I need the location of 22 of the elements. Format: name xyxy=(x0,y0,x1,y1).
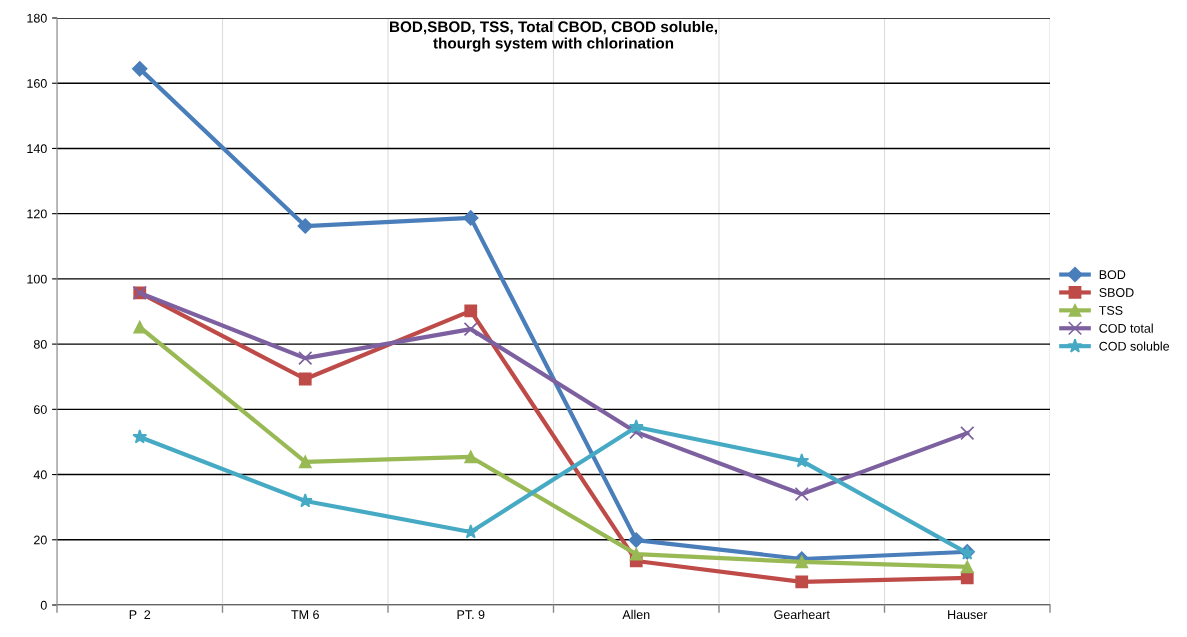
y-tick-label: 80 xyxy=(33,339,47,349)
legend-label: TSS xyxy=(1099,306,1123,315)
y-tick-label: 40 xyxy=(33,470,47,480)
y-tick-label: 160 xyxy=(27,79,47,88)
y-tick-label: 120 xyxy=(27,209,47,219)
legend-label: COD soluble xyxy=(1099,341,1170,351)
y-tick-label: 180 xyxy=(27,13,47,23)
text: BOD,SBOD, TSS, Total CBOD, CBOD soluble, thourgh system with chlorination xyxy=(390,20,718,52)
legend-label: SBOD xyxy=(1099,288,1134,297)
legend-label: COD total xyxy=(1099,323,1153,333)
x-tick-label: PT. 9 xyxy=(457,610,485,620)
x-tick-label: Hauser xyxy=(948,610,988,620)
x-tick-label: P 2 xyxy=(129,610,151,619)
y-tick-label: 60 xyxy=(34,405,47,414)
x-tick-label: Allen xyxy=(622,609,650,620)
y-tick-label: 100 xyxy=(27,274,47,284)
x-tick-label: Gearheart xyxy=(774,609,830,620)
y-tick-label: 20 xyxy=(34,535,47,545)
legend-label: BOD xyxy=(1099,270,1126,280)
x-tick-label: TM 6 xyxy=(291,610,319,620)
y-tick-label: 0 xyxy=(40,600,47,610)
y-tick-label: 140 xyxy=(27,144,47,154)
